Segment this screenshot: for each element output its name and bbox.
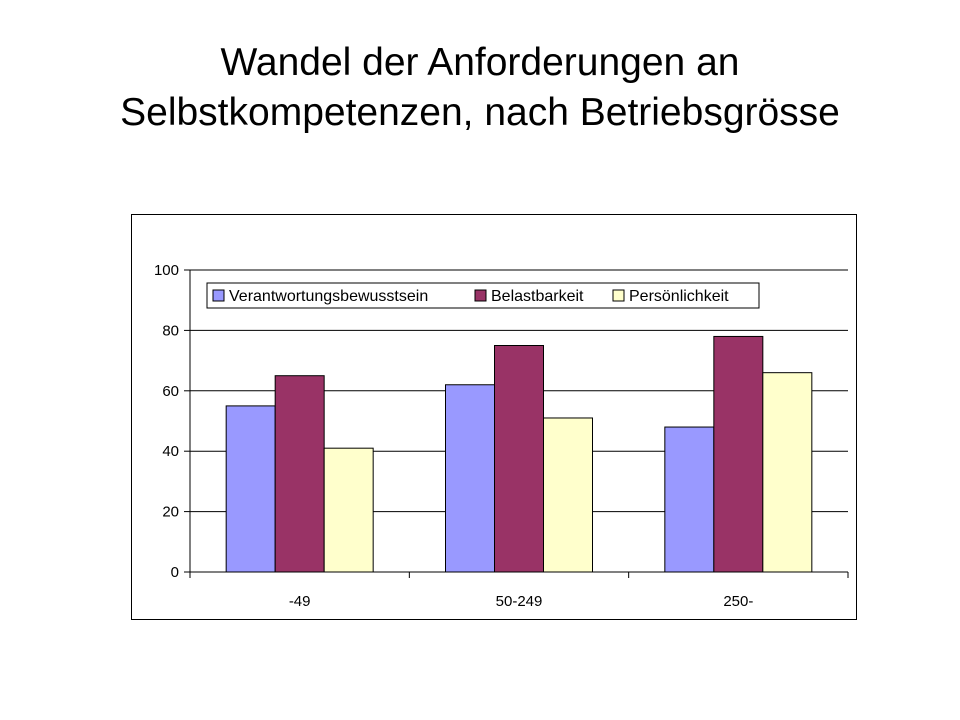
x-tick-label: 250- <box>723 593 753 610</box>
y-tick-label: 100 <box>154 262 179 279</box>
bar-Persönlichkeit-250- <box>762 372 813 573</box>
bar-Verantwortungsbewusstsein-250- <box>664 426 715 573</box>
axes: 0 20 40 60 80 100 -49 50-249 250- <box>154 262 849 610</box>
bar-chart: 0 20 40 60 80 100 -49 50-249 250- Verantwortungs… <box>154 262 849 610</box>
y-tick-label: 80 <box>162 322 179 339</box>
x-tick-label: -49 <box>289 593 311 610</box>
bar-Verantwortungsbewusstsein-50-249 <box>445 384 495 573</box>
bar-Persönlichkeit-50-249 <box>543 417 593 573</box>
legend: Verantwortungsbewusstsein Belastbarkeit Pe… <box>206 282 760 309</box>
bar-Persönlichkeit--49 <box>323 447 374 573</box>
slide-title-line-2: Selbstkompetenzen, nach Betriebsgrösse <box>120 91 840 134</box>
bar-Belastbarkeit--49 <box>274 375 325 573</box>
legend-label: Verantwortungsbewusstsein <box>229 288 428 305</box>
y-tick-label: 0 <box>171 564 179 581</box>
bars <box>225 335 813 573</box>
y-tick-label: 20 <box>162 504 179 521</box>
legend-swatch-Persönlichkeit <box>612 289 625 302</box>
bar-Belastbarkeit-50-249 <box>494 345 544 573</box>
legend-swatch-Verantwortungsbewusstsein <box>212 289 225 302</box>
legend-label: Belastbarkeit <box>491 288 584 305</box>
y-tick-label: 40 <box>162 443 179 460</box>
x-tick-label: 50-249 <box>496 593 543 610</box>
slide-title-line-1: Wandel der Anforderungen an <box>220 41 740 84</box>
y-tick-label: 60 <box>162 383 179 400</box>
legend-swatch-Belastbarkeit <box>474 289 487 302</box>
slide-title: Wandel der Anforderungen an Selbstkompet… <box>0 38 960 138</box>
legend-label: Persönlichkeit <box>629 288 729 305</box>
bar-Belastbarkeit-250- <box>713 335 764 573</box>
bar-Verantwortungsbewusstsein--49 <box>225 405 276 573</box>
